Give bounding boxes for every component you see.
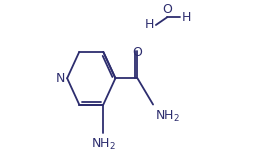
- Text: NH$_2$: NH$_2$: [155, 109, 180, 124]
- Text: O: O: [162, 3, 171, 16]
- Text: H: H: [145, 18, 154, 31]
- Text: N: N: [55, 72, 65, 85]
- Text: NH$_2$: NH$_2$: [90, 136, 115, 152]
- Text: O: O: [132, 46, 142, 59]
- Text: H: H: [181, 11, 190, 24]
